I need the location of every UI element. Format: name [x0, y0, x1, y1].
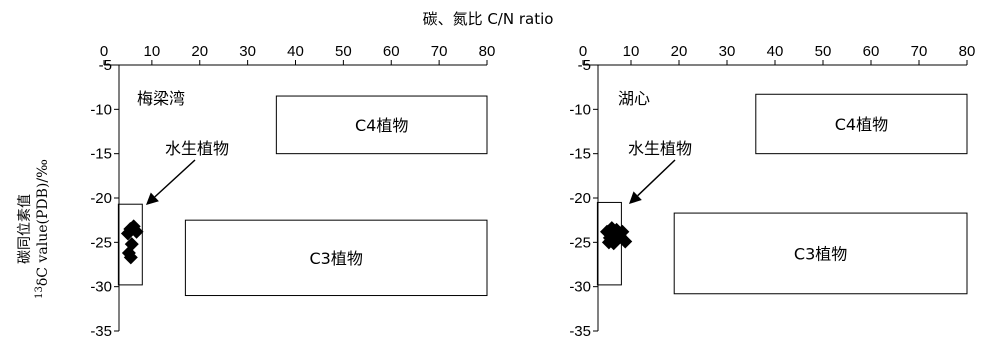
c3-plants-region: [184, 219, 488, 297]
x-tick-label: 40: [287, 43, 304, 60]
y-tick-label: -5: [99, 57, 112, 74]
x-tick-label: 50: [335, 43, 352, 60]
annotation-arrow: [154, 159, 196, 198]
x-tick-label: 60: [383, 43, 400, 60]
annotation-arrowhead: [629, 191, 642, 204]
x-tick-label: 0: [579, 43, 587, 60]
y-tick-label: -15: [569, 146, 591, 163]
x-tick-label: 70: [431, 43, 448, 60]
y-axis-label-superscript: 13: [34, 286, 45, 299]
shared-x-axis-label: 碳、氮比 C/N ratio: [423, 10, 554, 28]
y-tick-label: -5: [578, 57, 591, 74]
data-point: [618, 234, 633, 249]
data-point: [606, 236, 621, 251]
data-point: [129, 224, 144, 239]
x-tick-label: 70: [911, 43, 928, 60]
aquatic-plants-region: [117, 203, 143, 286]
x-tick-label: 10: [623, 43, 640, 60]
x-tick-label: 0: [100, 43, 108, 60]
x-tick-label: 80: [479, 43, 496, 60]
y-tick-label: -30: [569, 279, 591, 296]
y-axis-label-main: δC value(PDB)/‰: [35, 159, 51, 286]
x-tick-label: 10: [144, 43, 161, 60]
y-tick-label: -20: [90, 190, 112, 207]
c4-plants-region: [755, 93, 968, 155]
c4-plants-region-label: C4植物: [835, 115, 888, 134]
aquatic-plants-region-label: 水生植物: [165, 139, 229, 158]
x-tick-label: 20: [191, 43, 208, 60]
c3-plants-region-label: C3植物: [794, 244, 847, 263]
data-point: [123, 250, 138, 265]
x-tick-label: 30: [719, 43, 736, 60]
c3-plants-region: [673, 212, 968, 295]
y-tick-label: -10: [90, 101, 112, 118]
y-tick-label: -35: [90, 323, 112, 340]
shared-y-axis-label: 碳同位素值 13δC value(PDB)/‰: [17, 159, 51, 299]
x-tick-label: 30: [239, 43, 256, 60]
y-tick-label: -30: [90, 279, 112, 296]
x-tick-label: 50: [815, 43, 832, 60]
annotation-arrowhead: [146, 192, 159, 205]
panel-title: 梅梁湾: [137, 89, 185, 108]
y-tick-label: -20: [569, 190, 591, 207]
annotation-arrow: [637, 159, 676, 197]
chart-panel-meiliangwan: 0 10 20 30 40 50 60 70 80 -5 -10 -15 -20 -25 -30 -35 C4植…: [90, 43, 495, 340]
x-tick-label: 40: [767, 43, 784, 60]
chart-panel-huxin: 0 10 20 30 40 50 60 70 80 -5 -10 -15 -20 -25 -30 -35 C4植…: [569, 43, 975, 340]
c4-plants-region: [275, 95, 488, 155]
y-tick-label: -35: [569, 323, 591, 340]
c4-plants-region-label: C4植物: [355, 116, 408, 135]
y-axis-label-line2: 13δC value(PDB)/‰: [34, 159, 51, 299]
y-tick-label: -25: [569, 234, 591, 251]
aquatic-plants-region-label: 水生植物: [628, 139, 692, 158]
x-tick-label: 20: [671, 43, 688, 60]
y-tick-label: -10: [569, 101, 591, 118]
x-tick-label: 80: [959, 43, 976, 60]
panel-title: 湖心: [618, 89, 650, 108]
y-tick-label: -15: [90, 146, 112, 163]
x-tick-label: 60: [863, 43, 880, 60]
y-axis-label-line1: 碳同位素值: [17, 194, 33, 264]
y-tick-label: -25: [90, 234, 112, 251]
c3-plants-region-label: C3植物: [310, 249, 363, 268]
